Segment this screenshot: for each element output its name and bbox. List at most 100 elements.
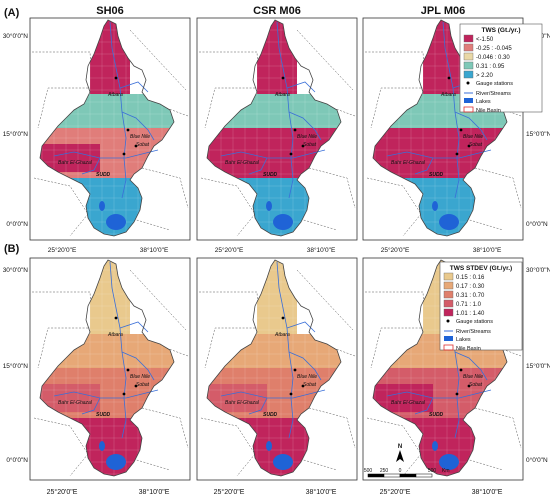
gauge-station-dot	[122, 392, 126, 396]
gauge-station-dot	[293, 128, 297, 132]
river-line	[125, 149, 159, 159]
place-label-sudd: SUDD	[96, 412, 111, 418]
place-label-sudd: SUDD	[429, 172, 444, 178]
column-title-sh06: SH06	[96, 5, 124, 17]
place-label-atbara: Atbara	[107, 332, 123, 338]
lake-victoria	[273, 454, 293, 470]
place-label-blue-nile: Blue Nile	[297, 374, 317, 380]
scale-bar-segment	[399, 473, 417, 478]
place-label-atbara: Atbara	[274, 332, 290, 338]
rivers	[220, 261, 326, 439]
north-arrow-label: N	[398, 444, 402, 450]
scale-bar-label: 0	[399, 468, 402, 474]
place-label-sobat: Sobat	[469, 142, 483, 148]
gauge-station-dot	[301, 384, 305, 388]
place-labels: Atbara Blue Nile Bahr El-Ghazal Sobat SUDD	[58, 92, 150, 178]
legend-basin-label: Nile Basin	[456, 346, 481, 352]
legend-basin-symbol	[443, 344, 454, 351]
scale-bar-segment	[383, 473, 401, 478]
country-border-line	[200, 417, 256, 477]
legend-top: TWS (Gt./yr.) <-1.50 -0.25 : -0.045 -0.046 …	[459, 23, 543, 114]
lon-label-bottom-2: 38°10'0"E	[472, 488, 503, 496]
legend-gauge-symbol	[446, 319, 450, 323]
legend-lake-label: Lakes	[476, 99, 491, 105]
gauge-station-dot	[281, 316, 285, 320]
gauge-station-dot	[289, 392, 293, 396]
country-borders	[199, 29, 356, 237]
country-border-line	[308, 407, 356, 449]
country-border-line	[199, 291, 260, 369]
country-border-line	[129, 29, 187, 91]
river-line	[125, 389, 159, 399]
lat-label-left-bottom: 0°0'0"N	[6, 456, 28, 464]
place-label-bahr-el-ghazal: Bahr El-Ghazal	[391, 160, 426, 166]
gauge-station-dot	[134, 384, 138, 388]
lon-label-mid-1: 25°20'0"E	[48, 246, 77, 254]
river-line	[121, 111, 155, 141]
legend-swatch	[463, 43, 474, 52]
column-title-csr-m06: CSR M06	[253, 5, 301, 17]
river-line	[220, 151, 293, 159]
lat-label-left-bottom: 15°0'0"N	[3, 362, 29, 370]
legend-item-label: 0.17 : 0.30	[456, 284, 485, 290]
country-border-line	[366, 177, 422, 237]
lon-label-bottom-1: 25°20'0"E	[214, 488, 245, 496]
river-line	[119, 321, 149, 333]
river-line	[458, 149, 492, 159]
gauge-station-dot	[114, 76, 118, 80]
gauge-station-dot	[455, 152, 459, 156]
lon-label-mid-1: 25°20'0"E	[381, 246, 410, 254]
river-line	[386, 391, 459, 399]
country-border-line	[141, 167, 189, 209]
legend-bottom: TWS STDEV (Gt./yr.) 0.15 : 0.16 0.17 : 0.3…	[439, 261, 523, 352]
north-arrow: N	[396, 444, 404, 462]
legend-item-label: -0.25 : -0.045	[476, 46, 512, 52]
gauge-station-dot	[467, 384, 471, 388]
place-label-blue-nile: Blue Nile	[463, 134, 483, 140]
scale-bar: 500 250 0 500 Km	[364, 468, 450, 478]
place-label-blue-nile: Blue Nile	[130, 374, 150, 380]
country-border-line	[474, 407, 522, 449]
river-line	[248, 397, 268, 415]
legend-item-label: -0.046 : 0.30	[476, 55, 510, 61]
legend-swatch	[443, 281, 454, 290]
legend-item-label: 0.31 : 0.70	[456, 293, 485, 299]
map-panel-bottom-sh06: Atbara Blue Nile Bahr El-Ghazal Sobat SUDD	[29, 257, 191, 481]
country-border-line	[474, 167, 522, 209]
lon-label-mid-2: 38°10'0"E	[473, 246, 502, 254]
country-border-line	[308, 167, 356, 209]
place-label-bahr-el-ghazal: Bahr El-Ghazal	[225, 400, 260, 406]
lake-albert	[266, 441, 272, 451]
map-panel-top-sh06: Atbara Blue Nile Bahr El-Ghazal Sobat SUDD	[29, 17, 191, 241]
lon-label-bottom-1: 25°20'0"E	[380, 488, 411, 496]
legend-lake-symbol	[444, 336, 453, 341]
legend-basin-label: Nile Basin	[476, 108, 501, 114]
map-panel-bottom-csr-m06: Atbara Blue Nile Bahr El-Ghazal Sobat SUDD	[196, 257, 358, 481]
lake-victoria	[439, 214, 459, 230]
legend-swatch	[443, 272, 454, 281]
scale-bar-label: 500	[428, 468, 437, 474]
place-label-bahr-el-ghazal: Bahr El-Ghazal	[58, 160, 93, 166]
river-line	[53, 151, 126, 159]
lake-albert	[432, 441, 438, 451]
legend-river-label: River/Streams	[456, 329, 491, 335]
map-panel-top-csr-m06: Atbara Blue Nile Bahr El-Ghazal Sobat SUDD	[196, 17, 358, 241]
lat-label-right-bottom: 15°0'0"N	[526, 362, 550, 370]
scale-bar-label: 500	[364, 468, 373, 474]
country-borders	[32, 269, 189, 477]
river-line	[121, 351, 155, 381]
place-label-sobat: Sobat	[136, 142, 150, 148]
place-label-atbara: Atbara	[107, 92, 123, 98]
scale-bar-segment	[367, 473, 385, 478]
lon-label-mid-2: 38°10'0"E	[140, 246, 169, 254]
north-arrow-icon	[396, 450, 404, 462]
legend-swatch	[443, 299, 454, 308]
nile-basin-outline	[206, 19, 342, 237]
legend-title: TWS STDEV (Gt./yr.)	[450, 265, 512, 272]
river-line	[81, 157, 101, 175]
place-label-sobat: Sobat	[136, 382, 150, 388]
place-label-bahr-el-ghazal: Bahr El-Ghazal	[391, 400, 426, 406]
lat-label-right-bottom: 30°0'0"N	[526, 266, 550, 274]
place-labels: Atbara Blue Nile Bahr El-Ghazal Sobat SUDD	[225, 92, 317, 178]
gauge-station-dot	[289, 152, 293, 156]
